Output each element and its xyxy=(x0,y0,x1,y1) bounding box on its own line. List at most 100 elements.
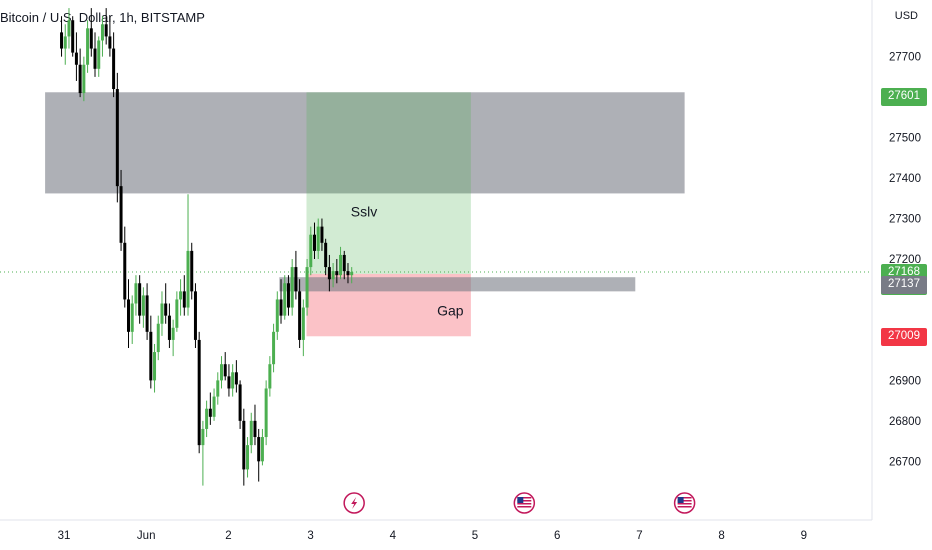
candle-body xyxy=(164,303,168,316)
flag-stripe xyxy=(517,500,532,502)
candle-body xyxy=(93,48,97,69)
flag-stripe xyxy=(517,506,532,508)
flag-canton xyxy=(517,497,524,503)
y-tick-label: 27700 xyxy=(889,52,921,64)
candle-body xyxy=(123,242,127,300)
candle-body xyxy=(294,267,298,292)
x-tick-label: 4 xyxy=(390,530,397,542)
flag-stripe xyxy=(517,497,532,499)
candle-body xyxy=(312,234,316,251)
candle-body xyxy=(257,437,261,462)
candle-body xyxy=(100,24,104,41)
candle-body xyxy=(104,24,108,37)
candle-body xyxy=(171,327,175,340)
candle-body xyxy=(82,64,86,94)
candle-body xyxy=(298,291,302,340)
price-badge-value: 27168 xyxy=(888,265,920,278)
candle-body xyxy=(242,420,246,470)
candle-body xyxy=(272,331,276,365)
candle-body xyxy=(156,323,160,353)
candle-body xyxy=(175,299,179,328)
candle-body xyxy=(346,271,350,276)
y-tick-label: 27200 xyxy=(889,254,921,266)
candle-body xyxy=(342,254,346,272)
gap-zone xyxy=(279,277,636,292)
y-tick-label: 26700 xyxy=(889,456,921,468)
candle-body xyxy=(324,242,328,268)
price-badge-27601: 27601 xyxy=(881,88,927,107)
candle-body xyxy=(201,428,205,446)
candle-body xyxy=(97,40,101,69)
flag-canton xyxy=(677,497,684,503)
candle-body xyxy=(149,331,153,381)
candle-body xyxy=(331,271,335,280)
price-badge-value: 27601 xyxy=(888,90,920,103)
x-tick-label: 9 xyxy=(801,530,807,542)
candle-body xyxy=(145,295,149,332)
candle-body xyxy=(249,420,253,446)
candle-body xyxy=(60,32,64,49)
x-tick-label: 8 xyxy=(718,530,724,542)
x-tick-label: 2 xyxy=(225,530,231,542)
candle-body xyxy=(212,396,216,417)
candle-body xyxy=(219,364,223,381)
candle-body xyxy=(138,283,142,316)
candle-body xyxy=(216,380,220,397)
candle-body xyxy=(253,420,257,438)
candle-body xyxy=(231,372,235,389)
candle-body xyxy=(67,20,71,37)
zone-label-gap: Gap xyxy=(437,303,464,319)
candle-body xyxy=(339,254,343,276)
candle-body xyxy=(320,226,324,243)
candle-body xyxy=(167,315,171,340)
price-badge-27137: 27137 xyxy=(881,275,927,294)
candle-body xyxy=(275,299,279,332)
candle-body xyxy=(301,307,305,340)
candle-body xyxy=(119,186,123,243)
candle-body xyxy=(305,267,309,308)
zone-label-sslv: Sslv xyxy=(351,203,377,219)
price-badge-value: 27009 xyxy=(888,329,920,342)
candle-body xyxy=(268,364,272,389)
x-tick-label: 6 xyxy=(554,530,560,542)
y-tick-label: 26900 xyxy=(889,375,921,387)
flag-stripe xyxy=(517,503,532,505)
y-tick-label: 26800 xyxy=(889,416,921,428)
price-badge-27009: 27009 xyxy=(881,327,927,346)
candle-body xyxy=(115,89,119,187)
candle-body xyxy=(316,226,320,251)
candle-body xyxy=(234,372,238,385)
candle-body xyxy=(279,299,283,316)
candle-body xyxy=(108,36,112,49)
lightning-glyph xyxy=(351,497,358,509)
candle-body xyxy=(153,352,157,381)
y-tick-label: 27500 xyxy=(889,133,921,145)
flag-stripe xyxy=(677,497,692,499)
candle-body xyxy=(223,364,227,377)
candle-body xyxy=(126,299,130,332)
candle-body xyxy=(286,283,290,308)
candle-body xyxy=(238,384,242,421)
currency-label: USD xyxy=(894,10,918,22)
flag-stripe xyxy=(677,500,692,502)
y-tick-label: 27400 xyxy=(889,173,921,185)
candle-body xyxy=(190,250,194,292)
candle-body xyxy=(205,408,209,429)
x-tick-label: Jun xyxy=(137,530,156,542)
candle-body xyxy=(335,271,339,276)
candle-body xyxy=(134,283,138,304)
candle-body xyxy=(160,303,164,324)
candle-body xyxy=(246,445,250,470)
flag-stripe xyxy=(677,506,692,508)
candle-body xyxy=(350,271,354,276)
candle-body xyxy=(112,48,116,90)
x-tick-label: 7 xyxy=(636,530,642,542)
candle-body xyxy=(89,28,93,49)
supply-zone xyxy=(45,92,685,194)
candle-body xyxy=(186,250,190,308)
x-tick-label: 31 xyxy=(58,530,71,542)
candle-body xyxy=(283,283,287,316)
candle-body xyxy=(327,267,331,280)
flag-stripe xyxy=(677,503,692,505)
